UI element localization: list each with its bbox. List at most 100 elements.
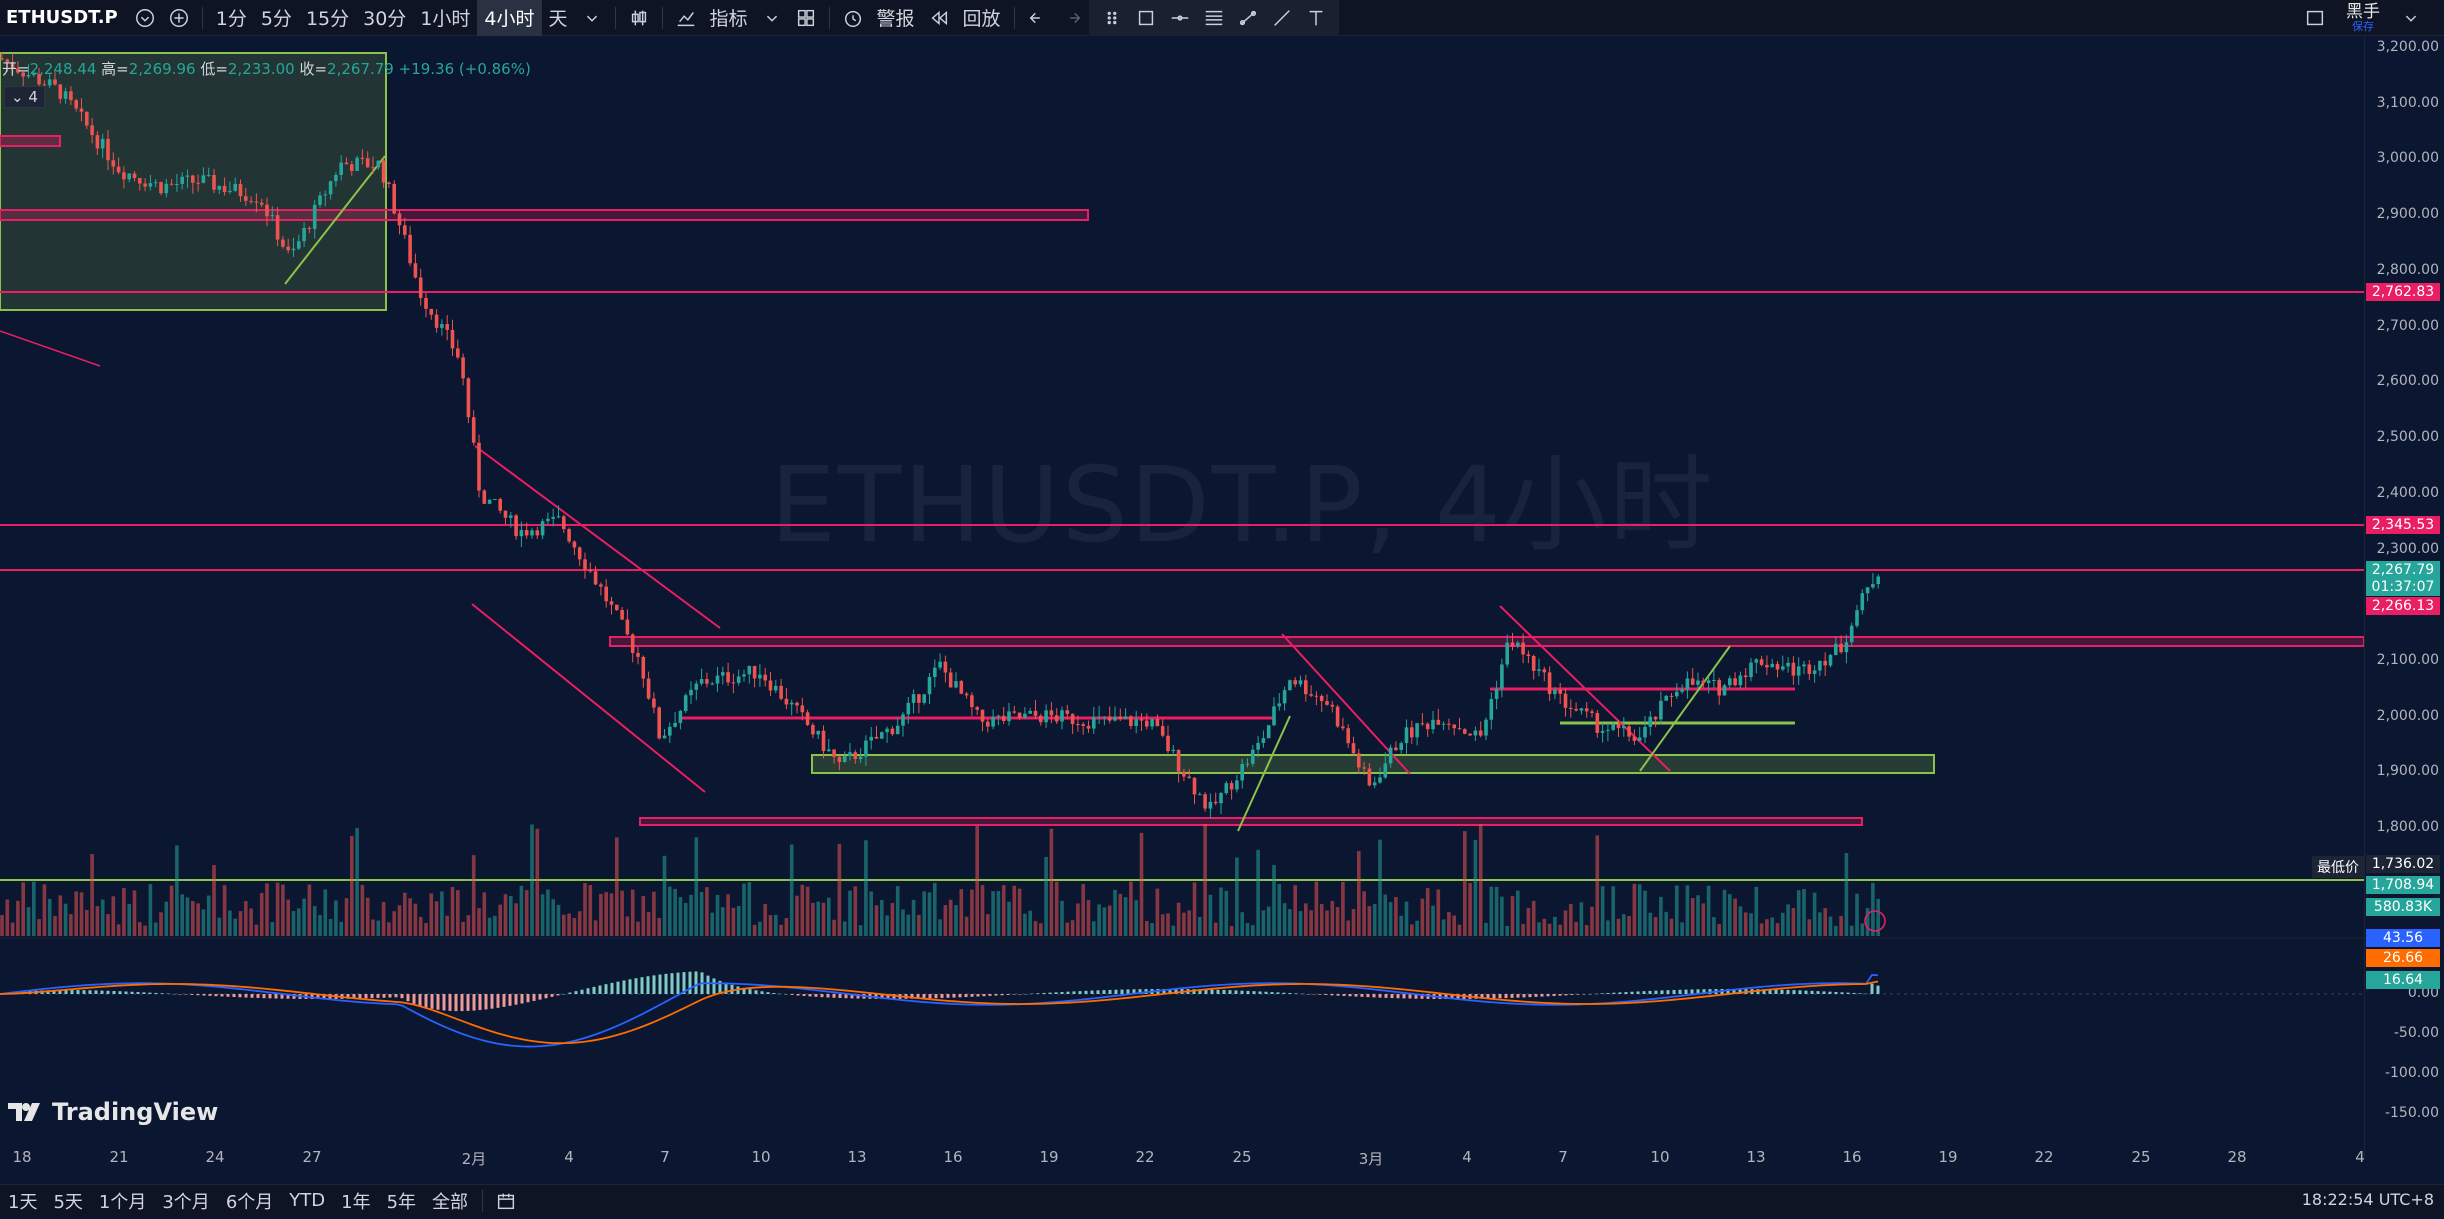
interval-30m[interactable]: 30分 (363, 8, 407, 30)
symbol-eye-icon[interactable] (128, 0, 162, 36)
range-1m[interactable]: 1个月 (98, 1191, 147, 1213)
candle-body (244, 196, 248, 201)
candle-body (270, 215, 275, 217)
candle-body (1770, 663, 1774, 668)
alert-clock-icon[interactable] (836, 0, 870, 36)
volume-bar (604, 892, 608, 936)
profile-save-button[interactable]: 黑手 保存 (2346, 4, 2380, 33)
time-axis[interactable]: 18 21 24 27 2月 4 7 10 13 16 19 22 25 3月 4 7 10 13 16 19 22 25… (0, 1144, 2364, 1170)
candle-body (1791, 662, 1796, 676)
compare-add-icon[interactable] (162, 0, 196, 36)
candle-body (880, 732, 884, 739)
alert-button[interactable]: 警报 (876, 8, 915, 30)
replay-button[interactable]: 回放 (962, 8, 1001, 30)
replay-icon[interactable] (922, 0, 956, 36)
time-tick-label: 2月 (461, 1150, 487, 1168)
volume-bar (1770, 917, 1774, 936)
volume-bar (524, 890, 529, 936)
time-tick-label: 27 (302, 1148, 322, 1166)
macd-hist-bar (784, 994, 788, 995)
volume-bar (32, 881, 36, 936)
fib-retracement-icon[interactable] (1197, 0, 1231, 36)
clock[interactable]: 18:22:54 UTC+8 (2301, 1190, 2434, 1209)
volume-bar (1335, 907, 1340, 936)
range-1d[interactable]: 1天 (8, 1191, 38, 1213)
indicator-collapse-chip[interactable]: ⌄ 4 (4, 86, 45, 108)
volume-bar (641, 895, 646, 936)
candle-body (673, 722, 677, 727)
interval-15m[interactable]: 15分 (305, 8, 350, 30)
candle-body (1622, 726, 1626, 729)
undo-icon[interactable] (1021, 0, 1055, 36)
macd-hist-bar (1588, 994, 1592, 995)
trend-line-icon[interactable] (1231, 0, 1265, 36)
macd-hist-bar (496, 994, 500, 1008)
candle-body (1330, 704, 1335, 707)
chevron-down-icon[interactable] (2394, 0, 2428, 36)
volume-bar (1648, 912, 1653, 936)
range-all[interactable]: 全部 (432, 1191, 469, 1213)
volume-bar (1537, 922, 1541, 936)
volume-bar (1563, 910, 1568, 936)
candle-body (1383, 763, 1388, 778)
chevron-down-icon[interactable] (575, 0, 609, 36)
candle-body (1049, 710, 1054, 716)
chevron-down-icon[interactable] (755, 0, 789, 36)
rectangle-tool-icon[interactable] (1129, 0, 1163, 36)
range-3m[interactable]: 3个月 (162, 1191, 210, 1213)
macd-line (0, 974, 1879, 1048)
macd-hist-bar (1576, 994, 1580, 995)
volume-bar (917, 914, 921, 936)
candle-style-icon[interactable] (622, 0, 656, 36)
ray-line-icon[interactable] (1265, 0, 1299, 36)
interval-1h[interactable]: 1小时 (420, 8, 471, 30)
range-5d[interactable]: 5天 (53, 1191, 83, 1213)
price-chart[interactable] (0, 36, 2364, 1148)
indicators-icon[interactable] (669, 0, 703, 36)
volume-bar (1468, 882, 1472, 936)
volume-bar (1717, 924, 1721, 936)
range-6m[interactable]: 6个月 (225, 1191, 274, 1213)
candle-body (259, 202, 264, 205)
candle-body (90, 125, 94, 136)
macd-hist-bar (1222, 989, 1226, 994)
candle-body (1102, 716, 1107, 718)
volume-bar (450, 886, 455, 936)
range-1y[interactable]: 1年 (341, 1191, 371, 1213)
macd-hist-bar (262, 994, 266, 999)
volume-bar (355, 828, 359, 936)
volume-bar (1643, 890, 1647, 936)
interval-4h[interactable]: 4小时 (477, 0, 542, 36)
range-ytd[interactable]: YTD (289, 1190, 326, 1211)
volume-bar (487, 917, 492, 936)
date-range-icon[interactable] (489, 1183, 523, 1219)
layout-grid-icon[interactable] (789, 0, 823, 36)
candle-body (196, 182, 200, 184)
macd-hist-bar (550, 994, 554, 997)
indicators-button[interactable]: 指标 (709, 8, 748, 30)
interval-5m[interactable]: 5分 (260, 8, 292, 30)
volume-bar (5, 899, 10, 936)
zone-red-small (0, 135, 61, 147)
volume-bar (1240, 912, 1244, 936)
candle-body (95, 135, 100, 149)
volume-bar (885, 915, 889, 936)
symbol-name[interactable]: ETHUSDT.P (6, 7, 118, 28)
volume-bar (1092, 921, 1096, 936)
text-tool-icon[interactable] (1299, 0, 1333, 36)
interval-1d[interactable]: 天 (548, 8, 568, 30)
candle-body (1717, 680, 1721, 696)
candle-body (821, 730, 826, 752)
range-5y[interactable]: 5年 (386, 1191, 417, 1213)
fullscreen-icon[interactable] (2298, 0, 2332, 36)
redo-icon[interactable] (1055, 0, 1089, 36)
drag-handle-icon[interactable] (1095, 0, 1129, 36)
price-axis[interactable]: 3,200.00 3,100.00 3,000.00 2,900.00 2,800.00… (2364, 36, 2444, 1158)
candle-body (206, 174, 211, 176)
candle-body (562, 516, 566, 530)
volume-bar (1558, 924, 1562, 936)
interval-1m[interactable]: 1分 (215, 8, 247, 30)
candle-body (874, 736, 879, 739)
macd-hist-bar (832, 994, 836, 998)
horizontal-ray-icon[interactable] (1163, 0, 1197, 36)
